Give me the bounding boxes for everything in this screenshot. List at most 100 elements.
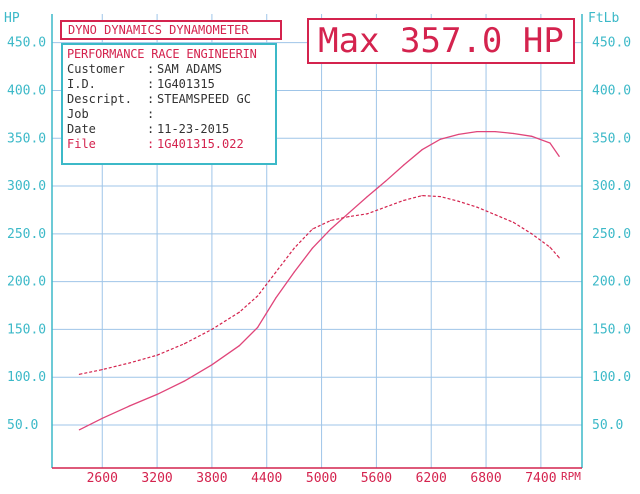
run-info-box: PERFORMANCE RACE ENGINEERIN Customer : S… — [61, 43, 277, 165]
y-tick-label-right: 350.0 — [592, 131, 631, 146]
data-point-torque — [531, 233, 533, 235]
y-tick-label-left: 400.0 — [7, 83, 46, 98]
info-value: STEAMSPEED GC — [157, 92, 251, 106]
info-value: 1G401315 — [157, 77, 215, 91]
x-axis-label: RPM — [561, 470, 581, 483]
data-point-hp — [330, 228, 332, 230]
y-tick-label-left: 150.0 — [7, 322, 46, 337]
data-point-torque — [549, 246, 551, 248]
x-tick-label: 6200 — [416, 471, 447, 486]
data-point-hp — [238, 345, 240, 347]
data-point-torque — [494, 214, 496, 216]
series-line-torque — [79, 194, 560, 375]
info-value: 1G401315.022 — [157, 137, 244, 151]
data-point-hp — [156, 393, 158, 396]
x-tick-label: 7400 — [525, 471, 556, 486]
data-point-torque — [293, 247, 295, 249]
info-key: File — [67, 137, 96, 151]
chart-ticks: 50.0 100.0 150.0 200.0 250.0 300.0 350.0 400.0 4… — [7, 36, 631, 486]
data-point-torque — [211, 328, 213, 331]
data-point-torque — [512, 221, 515, 223]
y-tick-label-left: 100.0 — [7, 370, 46, 385]
y-tick-label-right: 300.0 — [592, 179, 631, 194]
data-point-torque — [348, 216, 350, 218]
y-tick-label-right: 50.0 — [592, 418, 623, 433]
info-value: SAM ADAMS — [157, 62, 223, 76]
info-key: Customer — [67, 62, 125, 76]
data-point-torque — [366, 213, 368, 215]
y-tick-label-right: 100.0 — [592, 370, 631, 385]
info-row-job: Job : — [67, 107, 271, 122]
data-point-hp — [129, 405, 131, 407]
info-colon: : — [147, 107, 155, 121]
data-point-hp — [439, 138, 441, 140]
y-axis-label-right: FtLb — [588, 11, 619, 26]
data-point-hp — [257, 326, 259, 329]
data-point-hp — [183, 380, 186, 382]
info-key: Job — [67, 107, 89, 121]
info-key: Descript. — [67, 92, 133, 106]
x-tick-label: 3200 — [141, 471, 172, 486]
y-tick-label-left: 250.0 — [7, 227, 46, 242]
y-tick-label-left: 350.0 — [7, 131, 46, 146]
data-point-hp — [78, 429, 81, 431]
data-point-torque — [311, 228, 314, 230]
info-row-date: Date : 11-23-2015 — [67, 122, 271, 137]
info-key: I.D. — [67, 77, 96, 91]
max-hp-box: Max 357.0 HP — [307, 18, 575, 64]
dyno-title: DYNO DYNAMICS DYNAMOMETER — [68, 23, 249, 37]
info-value: 11-23-2015 — [157, 122, 230, 136]
y-tick-label-left: 200.0 — [7, 275, 46, 290]
data-point-hp — [348, 212, 350, 214]
data-point-torque — [330, 219, 332, 222]
y-tick-label-left: 50.0 — [7, 418, 38, 433]
data-point-hp — [293, 271, 295, 273]
info-row-description: Descript. : STEAMSPEED GC — [67, 92, 271, 107]
data-point-hp — [211, 364, 213, 366]
data-point-torque — [275, 271, 277, 273]
data-point-hp — [101, 417, 103, 419]
data-point-hp — [476, 130, 478, 133]
chart-frame — [51, 14, 583, 469]
data-point-hp — [549, 142, 551, 144]
data-point-hp — [494, 130, 496, 133]
data-point-torque — [384, 206, 387, 208]
data-point-torque — [78, 373, 81, 375]
y-tick-label-right: 200.0 — [592, 275, 631, 290]
y-tick-label-right: 450.0 — [592, 36, 631, 51]
x-tick-label: 2600 — [87, 471, 118, 486]
data-point-torque — [183, 343, 186, 345]
x-tick-label: 4400 — [251, 471, 282, 486]
info-colon: : — [147, 122, 155, 136]
info-colon: : — [147, 92, 155, 106]
data-point-torque — [476, 206, 478, 208]
series-line-hp — [79, 130, 560, 431]
y-tick-label-left: 450.0 — [7, 36, 46, 51]
data-point-hp — [275, 297, 277, 299]
data-point-torque — [403, 199, 405, 201]
y-tick-label-right: 400.0 — [592, 83, 631, 98]
data-point-torque — [421, 195, 423, 197]
data-point-hp — [458, 133, 460, 136]
data-point-torque — [101, 368, 103, 371]
info-colon: : — [147, 137, 155, 151]
dyno-title-box: DYNO DYNAMICS DYNAMOMETER — [60, 20, 282, 40]
chart-series — [78, 130, 560, 431]
data-point-torque — [238, 311, 240, 313]
info-colon: : — [147, 77, 155, 91]
data-point-hp — [512, 132, 515, 135]
y-axis-label-left: HP — [4, 11, 20, 26]
y-tick-label-right: 150.0 — [592, 322, 631, 337]
y-tick-label-right: 250.0 — [592, 227, 631, 242]
info-row-file: File : 1G401315.022 — [67, 137, 271, 152]
data-point-torque — [439, 195, 441, 198]
info-row-id: I.D. : 1G401315 — [67, 77, 271, 92]
data-point-hp — [531, 135, 533, 137]
data-point-hp — [421, 149, 423, 151]
x-tick-label: 3800 — [196, 471, 227, 486]
info-key: Date — [67, 122, 96, 136]
x-tick-label: 5600 — [361, 471, 392, 486]
data-point-hp — [366, 195, 368, 198]
data-point-hp — [311, 247, 314, 249]
data-point-hp — [558, 155, 560, 158]
